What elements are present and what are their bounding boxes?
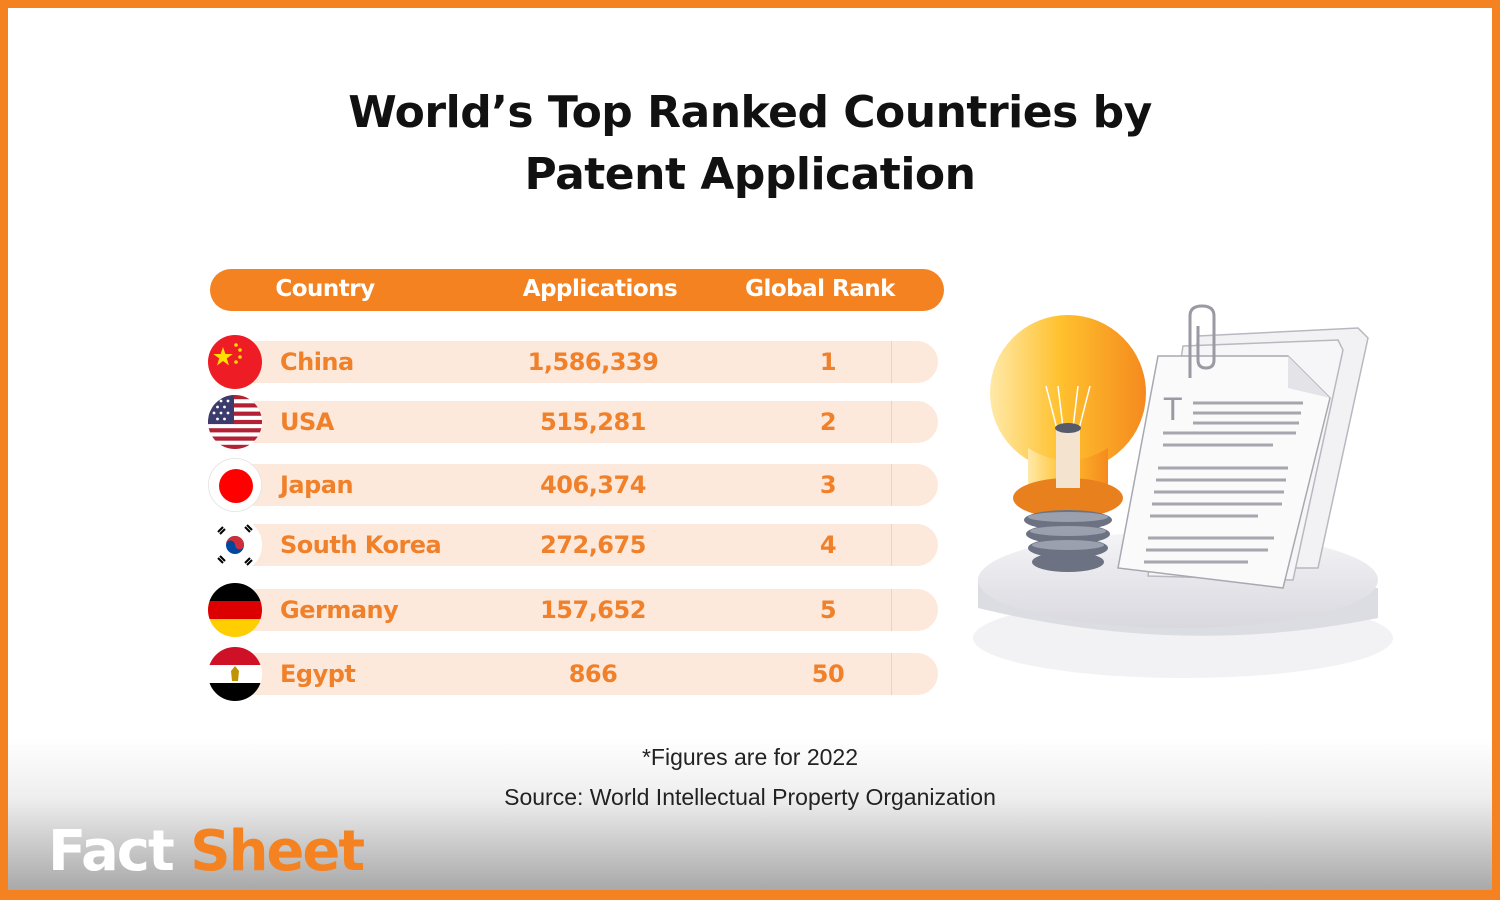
table-row: USA 515,281 2 [208,395,938,449]
global-rank-value: 4 [819,531,837,559]
global-rank-value: 1 [819,348,837,376]
title-line-2: Patent Application [524,149,976,200]
germany-flag-icon [208,583,262,637]
global-rank-value: 3 [819,471,837,499]
table-row: China 1,586,339 1 [208,335,938,389]
svg-text:T: T [1163,391,1183,427]
applications-value: 272,675 [540,531,646,559]
header-global-rank: Global Rank [745,276,895,302]
column-divider [891,653,892,695]
table-row: Egypt 866 50 [208,647,938,701]
logo-word-sheet: Sheet [190,819,365,884]
usa-flag-icon [208,395,262,449]
country-name: USA [280,408,334,436]
table-row: South Korea 272,675 4 [208,518,938,572]
column-divider [891,341,892,383]
applications-value: 1,586,339 [527,348,659,376]
global-rank-value: 50 [811,660,845,688]
country-name: Japan [280,471,354,499]
table-header: Country Applications Global Rank [210,269,944,311]
table-row: Japan 406,374 3 [208,458,938,512]
header-applications: Applications [522,276,678,302]
applications-value: 515,281 [540,408,646,436]
egypt-flag-icon [208,647,262,701]
column-divider [891,589,892,631]
applications-value: 406,374 [540,471,646,499]
country-name: Egypt [280,660,356,688]
page-title: World’s Top Ranked Countries by Patent A… [8,82,1492,206]
logo-word-fact: Fact [48,819,175,884]
global-rank-value: 5 [819,596,837,624]
japan-flag-icon [208,458,262,512]
applications-value: 866 [568,660,618,688]
country-name: South Korea [280,531,442,559]
title-line-1: World’s Top Ranked Countries by [348,87,1152,138]
header-country: Country [275,276,375,302]
country-name: Germany [280,596,399,624]
figures-note: *Figures are for 2022 [641,744,859,770]
column-divider [891,464,892,506]
column-divider [891,401,892,443]
table-row: Germany 157,652 5 [208,583,938,637]
global-rank-value: 2 [819,408,837,436]
lightbulb-and-patent-documents-icon: T [958,298,1428,698]
applications-value: 157,652 [540,596,646,624]
column-divider [891,524,892,566]
country-name: China [280,348,354,376]
fact-sheet-logo: Fact Sheet [48,819,365,884]
south-korea-flag-icon [208,518,262,572]
china-flag-icon [208,335,262,389]
source-note: Source: World Intellectual Property Orga… [504,784,996,810]
